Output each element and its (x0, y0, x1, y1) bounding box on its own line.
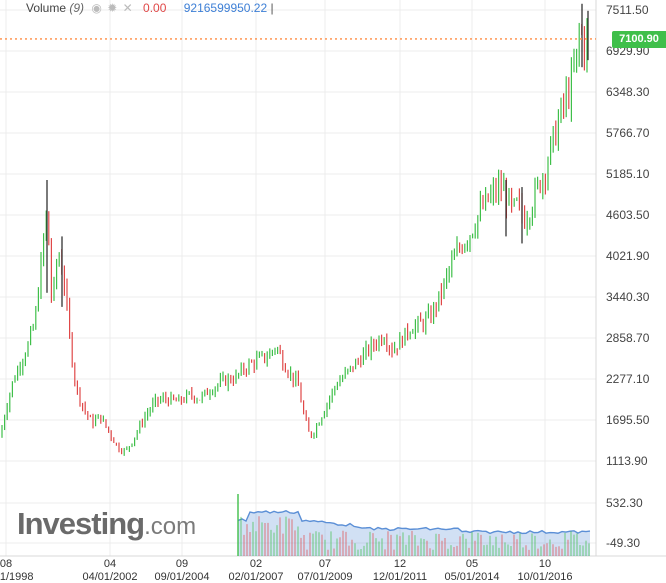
volume-current-value: 0.00 (143, 1, 167, 15)
gear-icon[interactable]: ✹ (107, 1, 119, 15)
watermark-suffix: .com (144, 513, 197, 540)
price-tick-label: 2277.10 (606, 372, 650, 386)
price-tick-label: 2858.70 (606, 331, 650, 345)
time-tick-short: 07 (319, 558, 331, 570)
price-tick-label: 1695.50 (606, 413, 650, 427)
time-tick-short: 12 (394, 558, 406, 570)
price-tick-label: 5766.70 (606, 126, 650, 140)
volume-tick-label: -49.30 (606, 536, 640, 550)
current-price-tag: 7100.90 (612, 31, 666, 48)
time-tick-short: 05 (466, 558, 478, 570)
volume-label: Volume (26, 1, 67, 15)
volume-indicator-header: Volume (9) ◉ ✹ ✕ 0.00 9216599950.22 | (26, 1, 274, 15)
eye-icon[interactable]: ◉ (91, 1, 103, 15)
volume-period: (9) (69, 1, 85, 15)
time-tick-short: 04 (104, 558, 116, 570)
candlestick-series (1, 3, 589, 456)
volume-total-value: 9216599950.22 (183, 1, 268, 15)
text-cursor: | (270, 1, 274, 15)
price-tick-label: 4021.90 (606, 249, 650, 263)
close-icon[interactable]: ✕ (122, 1, 134, 15)
time-tick-date: 08/01/1998 (0, 571, 34, 583)
price-tick-label: 4603.50 (606, 208, 650, 222)
investing-logo: Investing.com (17, 506, 196, 542)
volume-line (237, 510, 591, 535)
volume-tick-label: 532.30 (606, 496, 643, 510)
volume-fill (238, 510, 590, 556)
time-tick-date: 05/01/2014 (444, 571, 499, 583)
price-tick-label: 1113.90 (606, 454, 648, 468)
time-tick-date: 10/01/2016 (517, 571, 572, 583)
time-tick-short: 10 (539, 558, 551, 570)
time-tick-short: 09 (176, 558, 188, 570)
time-tick-short: 08 (0, 558, 12, 570)
watermark-brand: Investing (17, 506, 145, 541)
price-tick-label: 7511.50 (606, 3, 649, 17)
price-tick-label: 3440.30 (606, 290, 650, 304)
time-tick-date: 12/01/2011 (373, 571, 427, 583)
time-tick-date: 02/01/2007 (228, 571, 283, 583)
price-axis: 7511.506929.906348.305766.705185.104603.… (606, 3, 650, 550)
time-tick-date: 09/01/2004 (154, 571, 209, 583)
time-tick-date: 07/01/2009 (297, 571, 352, 583)
price-tick-label: 5185.10 (606, 167, 650, 181)
volume-area (237, 494, 591, 556)
price-tick-label: 6348.30 (606, 85, 650, 99)
time-tick-date: 04/01/2002 (82, 571, 137, 583)
time-tick-short: 02 (250, 558, 262, 570)
